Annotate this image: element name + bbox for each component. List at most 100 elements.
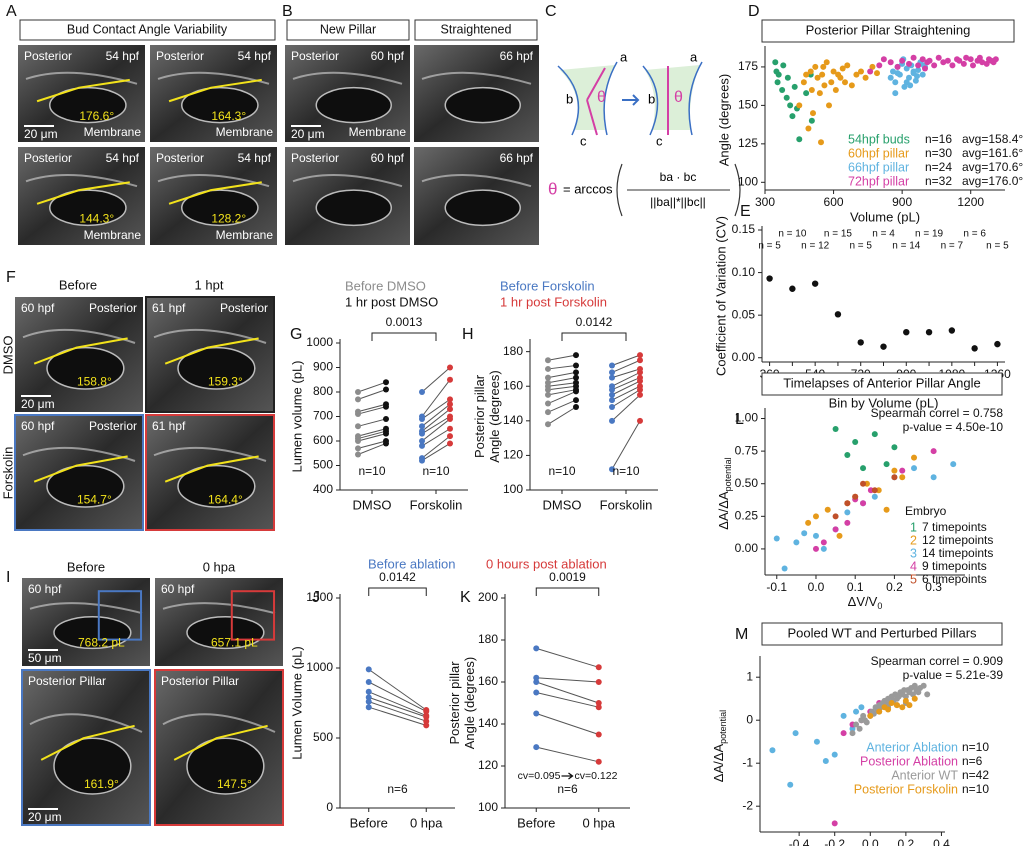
point — [545, 357, 551, 364]
pair-line — [421, 408, 451, 432]
pair-line — [357, 442, 387, 455]
point — [818, 139, 824, 146]
point — [910, 54, 917, 61]
n-label: n = 12 — [801, 241, 830, 252]
point — [609, 466, 615, 473]
point — [383, 379, 389, 386]
image-label: Posterior — [156, 151, 204, 165]
point — [447, 401, 453, 408]
point — [852, 438, 859, 445]
measurement: 158.8° — [77, 374, 112, 388]
image-label: Posterior Pillar — [161, 674, 239, 688]
point — [447, 433, 453, 440]
micrograph — [154, 669, 284, 826]
point — [906, 702, 913, 709]
point — [862, 74, 869, 81]
point — [355, 438, 361, 444]
point — [774, 79, 781, 86]
point — [573, 388, 579, 395]
angle-line — [36, 181, 130, 205]
point — [423, 718, 430, 725]
point — [533, 689, 540, 696]
legend-note: 9 timepoints — [922, 559, 987, 573]
y-tick-label: 140 — [503, 413, 523, 427]
point — [419, 442, 425, 449]
pair-line — [357, 440, 387, 449]
pair-line — [547, 385, 577, 391]
pair-line — [611, 385, 641, 401]
diagram-label: c — [580, 133, 587, 148]
image-label: Posterior — [220, 301, 268, 315]
point — [848, 82, 855, 89]
point — [891, 474, 898, 481]
point — [926, 57, 933, 64]
scale-label: 50 μm — [28, 651, 62, 665]
x-tick-label: 0.1 — [847, 580, 864, 594]
texture — [29, 602, 143, 615]
p-value: 0.0142 — [576, 315, 613, 329]
angle-line — [40, 724, 135, 761]
pair-line — [611, 371, 641, 387]
point — [533, 710, 540, 717]
point — [857, 339, 864, 346]
point — [930, 474, 937, 481]
image-label: Membrane — [84, 228, 142, 242]
point — [383, 440, 389, 447]
n-label: n=10 — [358, 464, 385, 478]
image-label: 60 hpf — [161, 582, 195, 596]
lumen — [444, 86, 521, 124]
point — [887, 59, 894, 66]
point — [823, 59, 830, 66]
y-tick-label: 0.75 — [735, 443, 759, 457]
point — [595, 664, 602, 671]
pair-line — [357, 406, 387, 415]
point — [871, 431, 878, 438]
y-tick-label: 100 — [478, 800, 498, 814]
pair-line — [536, 692, 599, 708]
header-box — [414, 19, 538, 41]
legend-note: 12 timepoints — [922, 533, 993, 547]
point — [883, 506, 890, 513]
cv-label: cv=0.095 — [518, 770, 561, 782]
point — [920, 682, 927, 689]
n-label: n = 5 — [758, 241, 781, 252]
lumen — [177, 346, 256, 390]
panel-letter: D — [748, 3, 760, 20]
point — [910, 68, 917, 75]
lumen — [177, 464, 256, 508]
diagram: a b c θ a b c θ θ = arccos ba · bc ||ba|… — [548, 49, 741, 217]
point — [807, 68, 814, 75]
formula-lhs: θ — [548, 179, 557, 198]
point — [899, 467, 906, 474]
pair-line — [357, 403, 387, 413]
significance-bracket — [535, 587, 600, 596]
texture — [22, 446, 136, 462]
point — [447, 376, 453, 383]
point — [595, 704, 602, 711]
scale-label: 20 μm — [24, 127, 58, 141]
legend-count: n=10 — [962, 782, 989, 796]
point — [820, 63, 827, 70]
diagram-label: θ — [597, 89, 606, 106]
y-tick-label: 175 — [738, 59, 758, 73]
point — [609, 403, 615, 410]
point — [819, 71, 826, 78]
legend-entry: 60hpf pillar — [848, 146, 909, 160]
vector — [586, 67, 606, 136]
y-tick-label: 0.05 — [732, 307, 756, 321]
point — [545, 374, 551, 381]
legend-entry: Anterior Ablation — [866, 740, 958, 754]
stat-text: p-value = 5.21e-39 — [903, 668, 1004, 682]
point — [894, 70, 901, 77]
point — [903, 79, 910, 86]
point — [609, 391, 615, 398]
point — [853, 71, 860, 78]
pair-line — [547, 390, 577, 404]
point — [419, 423, 425, 430]
column-label: Before — [67, 559, 105, 574]
point — [609, 369, 615, 376]
y-tick-label: 1500 — [306, 590, 333, 604]
point — [924, 691, 931, 698]
lumen — [181, 189, 259, 227]
